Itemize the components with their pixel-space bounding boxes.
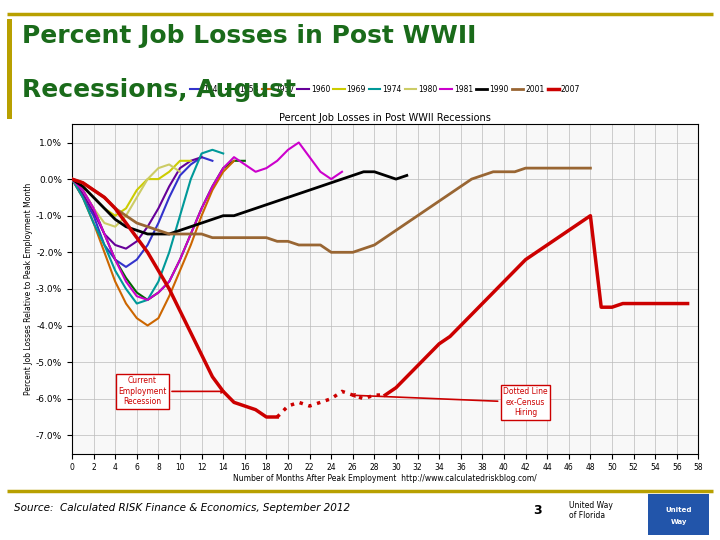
Title: Percent Job Losses in Post WWII Recessions: Percent Job Losses in Post WWII Recessio… [279, 113, 491, 124]
Text: Source:  Calculated RISK Finance & Economics, September 2012: Source: Calculated RISK Finance & Econom… [14, 503, 351, 512]
Legend: 1948, 1953, 1957, 1960, 1969, 1974, 1980, 1981, 1990, 2001, 2007: 1948, 1953, 1957, 1960, 1969, 1974, 1980… [187, 82, 583, 97]
Text: 3: 3 [533, 504, 541, 517]
Text: Recessions, August: Recessions, August [22, 78, 296, 102]
Text: Percent Job Losses in Post WWII: Percent Job Losses in Post WWII [22, 24, 476, 48]
Text: United Way
of Florida: United Way of Florida [569, 501, 613, 520]
Text: United: United [665, 507, 692, 514]
X-axis label: Number of Months After Peak Employment  http://www.calculatedriskblog.com/: Number of Months After Peak Employment h… [233, 474, 537, 483]
Text: Current
Employment
Recession: Current Employment Recession [118, 376, 224, 406]
Y-axis label: Percent Job Losses Relative to Peak Employment Month: Percent Job Losses Relative to Peak Empl… [24, 183, 33, 395]
Text: Way: Way [670, 519, 687, 525]
Text: Dotted Line
ex-Census
Hiring: Dotted Line ex-Census Hiring [352, 388, 548, 417]
